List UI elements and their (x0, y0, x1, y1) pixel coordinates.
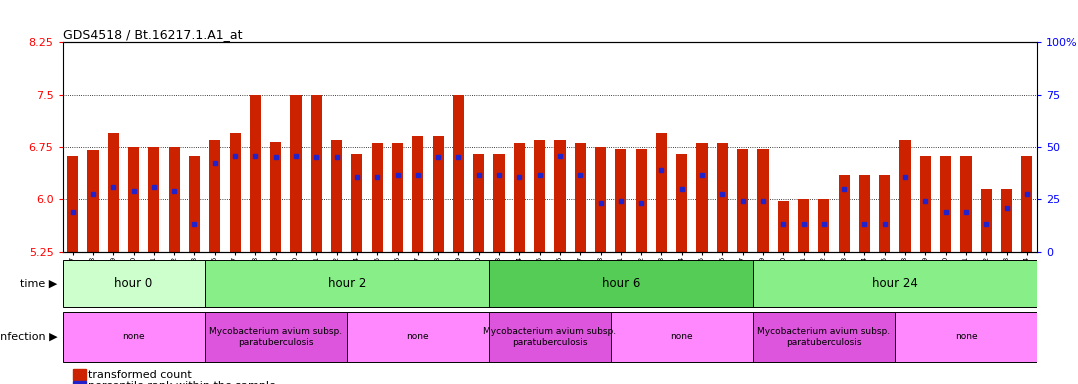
Bar (149, 147, 160, 252)
Bar (453, 94, 464, 252)
Text: none: none (671, 333, 693, 341)
Bar (331, 140, 342, 252)
Bar (351, 154, 362, 252)
Text: Mycobacterium avium subsp.
paratuberculosis: Mycobacterium avium subsp. paratuberculo… (758, 327, 890, 347)
Bar (895, 312, 1037, 362)
Bar (432, 136, 444, 252)
Bar (940, 156, 951, 252)
Bar (880, 175, 890, 252)
Bar (818, 199, 829, 252)
Bar (494, 154, 505, 252)
Bar (290, 94, 302, 252)
Bar (1021, 156, 1033, 252)
Bar (230, 133, 240, 252)
Text: infection ▶: infection ▶ (0, 332, 57, 342)
Bar (798, 199, 810, 252)
Text: hour 0: hour 0 (114, 277, 153, 290)
Bar (489, 312, 610, 362)
Text: time ▶: time ▶ (19, 278, 57, 288)
Bar (205, 312, 347, 362)
Text: Mycobacterium avium subsp.
paratuberculosis: Mycobacterium avium subsp. paratuberculo… (483, 327, 617, 347)
Bar (752, 312, 895, 362)
Bar (717, 143, 728, 252)
Bar (758, 149, 769, 252)
Text: hour 6: hour 6 (602, 277, 640, 290)
Bar (616, 149, 626, 252)
Bar (696, 143, 707, 252)
Bar (920, 156, 931, 252)
Bar (489, 260, 752, 306)
Bar (676, 154, 688, 252)
Bar (310, 94, 322, 252)
Bar (899, 140, 911, 252)
Bar (412, 136, 424, 252)
Bar (271, 142, 281, 252)
Bar (610, 312, 752, 362)
Bar (960, 156, 971, 252)
Bar (859, 175, 870, 252)
Bar (534, 140, 545, 252)
Bar (87, 151, 98, 252)
Bar (554, 140, 566, 252)
Text: hour 24: hour 24 (872, 277, 917, 290)
Text: none: none (122, 333, 144, 341)
Text: none: none (406, 333, 429, 341)
Text: none: none (955, 333, 978, 341)
Bar (209, 140, 220, 252)
Bar (63, 260, 205, 306)
Bar (347, 312, 489, 362)
Text: Mycobacterium avium subsp.
paratuberculosis: Mycobacterium avium subsp. paratuberculo… (209, 327, 342, 347)
Bar (636, 149, 647, 252)
Bar (514, 143, 525, 252)
Text: transformed count: transformed count (88, 370, 192, 380)
Bar (63, 312, 205, 362)
Bar (189, 156, 201, 252)
Text: percentile rank within the sample: percentile rank within the sample (88, 381, 276, 384)
Bar (372, 143, 383, 252)
Bar (108, 133, 119, 252)
Bar (655, 133, 667, 252)
Bar (752, 260, 1037, 306)
Bar (67, 156, 79, 252)
Bar (168, 147, 180, 252)
Bar (777, 200, 789, 252)
Bar (575, 143, 585, 252)
Text: GDS4518 / Bt.16217.1.A1_at: GDS4518 / Bt.16217.1.A1_at (63, 28, 243, 41)
Bar (1001, 189, 1012, 252)
Bar (595, 147, 606, 252)
Bar (392, 143, 403, 252)
Bar (737, 149, 748, 252)
Bar (205, 260, 489, 306)
Bar (981, 189, 992, 252)
Bar (250, 94, 261, 252)
Bar (128, 147, 139, 252)
Bar (473, 154, 484, 252)
Bar (839, 175, 849, 252)
Text: hour 2: hour 2 (328, 277, 365, 290)
